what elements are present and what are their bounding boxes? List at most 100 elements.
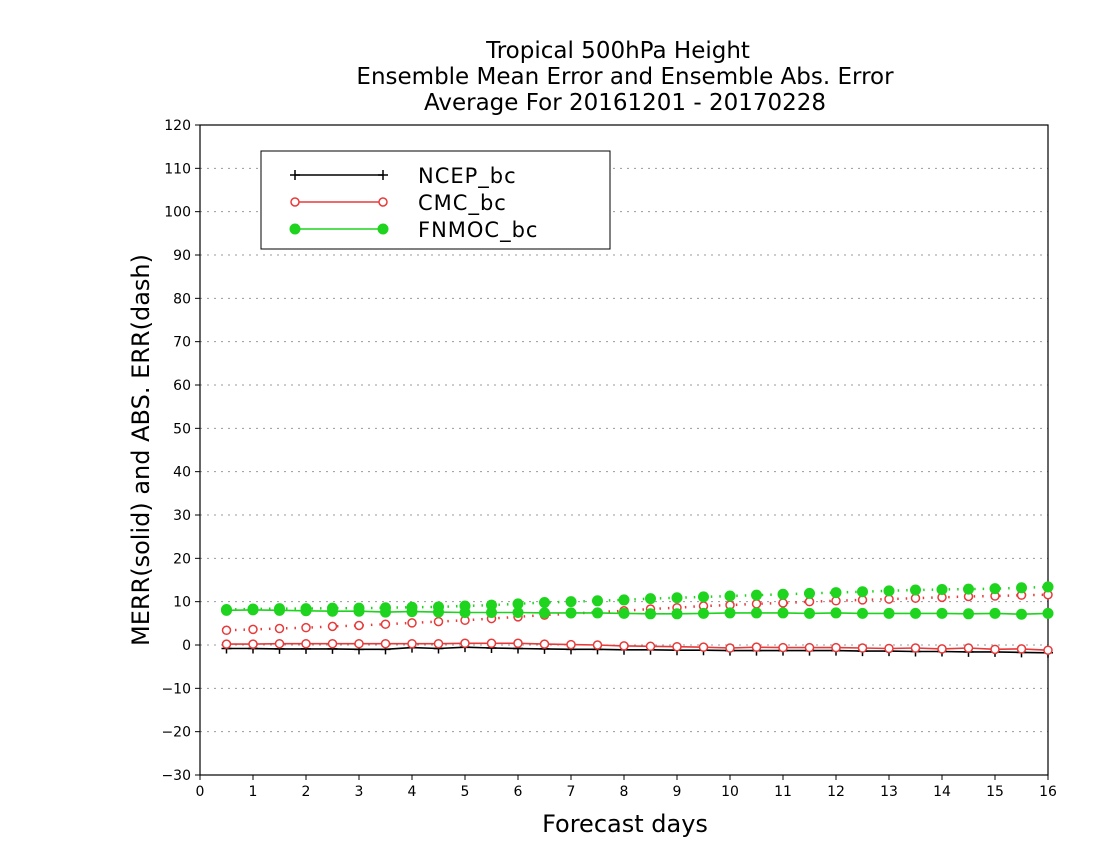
- cmc-bc-merr-point: [672, 641, 682, 652]
- title-line-1: Tropical 500hPa Height: [485, 38, 750, 64]
- cmc-bc-merr-point: [619, 641, 629, 651]
- x-tick-label: 11: [774, 784, 792, 800]
- y-tick-label: 110: [164, 161, 191, 177]
- x-axis-ticks: 0 1 2 3 4 5 6 7 8 9 10 11 12 13 14 15 16: [196, 775, 1057, 800]
- legend-item-ncep-bc: NCEP_bc: [290, 164, 516, 189]
- legend-marker: [378, 170, 388, 180]
- title-line-3: Average For 20161201 - 20170228: [424, 90, 826, 116]
- fnmoc-bc-merr-point: [671, 608, 683, 620]
- cmc-bc-merr-point: [990, 644, 1000, 655]
- cmc-bc-merr-point: [698, 642, 709, 652]
- y-tick-label: 90: [173, 248, 191, 264]
- legend-marker: [290, 197, 300, 207]
- fnmoc-bc-abs-err-point: [565, 596, 577, 608]
- y-tick-label: 40: [173, 465, 191, 481]
- legend-marker: [377, 223, 389, 235]
- y-tick-label: 20: [173, 551, 191, 567]
- cmc-bc-abs-err-point: [751, 599, 762, 609]
- fnmoc-bc-abs-err-point: [724, 590, 736, 602]
- fnmoc-bc-abs-err-point: [777, 588, 789, 600]
- fnmoc-bc-abs-err-point: [910, 584, 921, 596]
- x-tick-label: 1: [249, 784, 258, 800]
- x-tick-label: 3: [355, 784, 364, 800]
- fnmoc-bc-merr-point: [433, 606, 444, 618]
- y-tick-label: 10: [173, 595, 191, 611]
- fnmoc-bc-merr-point: [963, 608, 974, 620]
- series-cmc-bc: [221, 589, 1053, 655]
- fnmoc-bc-abs-err-point: [671, 592, 683, 604]
- fnmoc-bc-abs-err-point: [645, 593, 656, 605]
- x-tick-label: 12: [827, 784, 845, 800]
- cmc-bc-merr-point: [274, 638, 285, 649]
- fnmoc-bc-abs-err-point: [539, 597, 550, 609]
- cmc-bc-abs-err-point: [778, 598, 788, 608]
- cmc-bc-merr-point: [1043, 645, 1053, 655]
- fnmoc-bc-merr-point: [910, 607, 921, 619]
- fnmoc-bc-merr-point: [804, 607, 815, 619]
- fnmoc-bc-abs-err-point: [857, 586, 868, 598]
- fnmoc-bc-abs-err-point: [618, 594, 630, 606]
- fnmoc-bc-abs-err-line: [226, 585, 1049, 611]
- x-tick-label: 16: [1039, 784, 1057, 800]
- y-axis-ticks: −30 −20 −10 0 10 20 30 40 50 60 70 80 90 100 110 120: [161, 118, 200, 784]
- fnmoc-bc-merr-point: [1016, 608, 1027, 620]
- cmc-bc-merr-point: [460, 638, 470, 649]
- x-axis-label: Forecast days: [542, 810, 708, 838]
- cmc-bc-merr-point: [248, 639, 258, 649]
- cmc-bc-abs-err-point: [274, 623, 285, 634]
- cmc-bc-merr-point: [831, 642, 841, 653]
- title-line-2: Ensemble Mean Error and Ensemble Abs. Er…: [356, 64, 894, 90]
- fnmoc-bc-merr-point: [724, 607, 736, 619]
- y-tick-label: −10: [161, 681, 191, 697]
- y-tick-label: 100: [164, 205, 191, 221]
- cmc-bc-merr-point: [513, 638, 523, 649]
- legend-box: [260, 150, 611, 250]
- y-axis-label: MERR(solid) and ABS. ERR(dash): [127, 254, 155, 646]
- cmc-bc-merr-point: [433, 638, 444, 649]
- x-tick-label: 15: [986, 784, 1004, 800]
- legend-marker: [290, 170, 300, 180]
- cmc-bc-abs-err-point: [301, 622, 311, 633]
- cmc-bc-abs-err-line: [226, 593, 1049, 632]
- cmc-bc-merr-point: [751, 642, 762, 652]
- fnmoc-bc-abs-err-point: [751, 589, 762, 601]
- cmc-bc-abs-err-point: [407, 618, 417, 628]
- cmc-bc-merr-point: [327, 638, 338, 649]
- y-tick-label: 0: [182, 638, 191, 654]
- fnmoc-bc-merr-point: [618, 607, 630, 619]
- series-layer: [221, 581, 1054, 658]
- fnmoc-bc-merr-point: [645, 608, 656, 620]
- cmc-bc-merr-point: [539, 639, 550, 649]
- fnmoc-bc-merr-point: [1042, 607, 1054, 619]
- fnmoc-bc-merr-point: [565, 607, 577, 619]
- fnmoc-bc-merr-point: [406, 606, 418, 618]
- chart-title: Tropical 500hPa Height Ensemble Mean Err…: [356, 38, 894, 116]
- x-tick-label: 8: [620, 784, 629, 800]
- fnmoc-bc-merr-point: [698, 607, 709, 619]
- cmc-bc-merr-point: [566, 639, 576, 650]
- fnmoc-bc-abs-err-point: [1016, 582, 1027, 594]
- y-tick-label: 70: [173, 335, 191, 351]
- y-tick-label: 50: [173, 421, 191, 437]
- legend-marker: [289, 223, 301, 235]
- cmc-bc-merr-point: [804, 642, 815, 653]
- cmc-bc-merr-point: [884, 643, 894, 654]
- fnmoc-bc-abs-err-point: [830, 587, 842, 599]
- x-tick-label: 5: [461, 784, 470, 800]
- series-fnmoc-bc: [221, 581, 1054, 620]
- y-tick-label: −20: [161, 725, 191, 741]
- cmc-bc-abs-err-point: [380, 619, 391, 629]
- cmc-bc-abs-err-point: [221, 625, 232, 636]
- fnmoc-bc-merr-point: [751, 607, 762, 619]
- fnmoc-bc-merr-point: [989, 607, 1001, 619]
- fnmoc-bc-merr-point: [274, 604, 285, 616]
- fnmoc-bc-merr-point: [247, 604, 259, 616]
- fnmoc-bc-merr-point: [327, 605, 338, 617]
- y-tick-label: 80: [173, 291, 191, 307]
- fnmoc-bc-abs-err-point: [592, 595, 603, 607]
- fnmoc-bc-merr-point: [486, 607, 497, 618]
- cmc-bc-abs-err-point: [433, 616, 444, 627]
- legend-item-cmc-bc: CMC_bc: [290, 191, 506, 216]
- cmc-bc-abs-err-point: [248, 624, 258, 635]
